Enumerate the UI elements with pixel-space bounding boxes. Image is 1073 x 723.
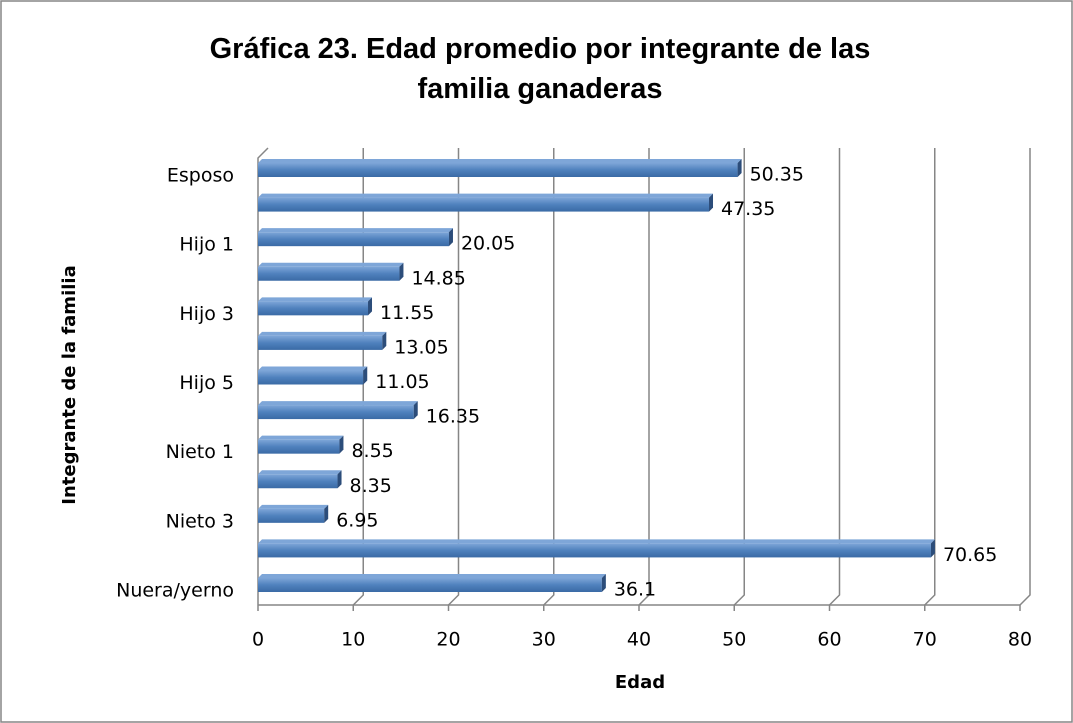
x-tick-label: 20 xyxy=(436,629,460,651)
bar xyxy=(258,266,400,281)
x-tick-label: 70 xyxy=(913,629,937,651)
bar xyxy=(258,197,710,212)
y-tick-label: Nuera/yerno xyxy=(116,580,234,602)
chart-title: Gráfica 23. Edad promedio por integrante… xyxy=(210,33,871,105)
bar-side xyxy=(601,574,606,592)
bar xyxy=(258,578,602,592)
value-label: 47.35 xyxy=(721,198,775,220)
y-tick-label: Esposo xyxy=(167,165,234,187)
y-tick-label: Hijo 3 xyxy=(179,303,234,325)
x-tick-label: 60 xyxy=(817,629,841,651)
bar-top xyxy=(258,574,606,578)
bar-top xyxy=(258,504,329,509)
bar-top xyxy=(258,401,418,406)
bar-side xyxy=(368,297,373,316)
bar-top xyxy=(258,193,714,198)
value-label: 11.05 xyxy=(375,371,429,393)
x-tick-label: 80 xyxy=(1008,629,1032,651)
bar xyxy=(258,163,738,177)
grid-line xyxy=(352,148,364,606)
bar-top xyxy=(258,539,935,544)
bar-side xyxy=(339,435,344,454)
y-tick-label: Hijo 5 xyxy=(179,372,234,394)
back-wall xyxy=(257,147,269,605)
y-axis-title: Integrante de la familia xyxy=(59,265,80,504)
value-label: 16.35 xyxy=(426,406,480,428)
bar-top xyxy=(258,159,742,163)
x-tick-label: 0 xyxy=(252,629,264,651)
grid-line xyxy=(447,148,460,606)
value-label: 14.85 xyxy=(411,267,465,289)
bar-top xyxy=(258,470,342,475)
grid-line xyxy=(733,148,745,606)
bar-top xyxy=(258,435,344,440)
x-tick-label: 50 xyxy=(722,629,746,651)
grid-line xyxy=(828,148,841,606)
bar xyxy=(258,405,414,420)
y-tick-label: Hijo 1 xyxy=(179,234,234,256)
bar xyxy=(258,301,369,316)
bar-side xyxy=(337,470,342,489)
bar-side xyxy=(382,331,387,350)
bar-side xyxy=(709,193,714,212)
x-tick-label: 30 xyxy=(532,629,556,651)
value-label: 11.55 xyxy=(380,302,434,324)
x-axis-title: Edad xyxy=(615,672,665,693)
grid-line xyxy=(543,148,555,606)
bar-side xyxy=(737,159,742,177)
bar-side xyxy=(448,228,453,247)
bar-side xyxy=(363,366,368,385)
value-label: 6.95 xyxy=(336,509,378,531)
bar xyxy=(258,370,364,385)
bar xyxy=(258,474,338,489)
bar xyxy=(258,439,340,454)
bar-side xyxy=(930,539,935,558)
bar xyxy=(258,543,931,558)
y-tick-label: Nieto 1 xyxy=(166,441,234,463)
x-tick-label: 40 xyxy=(627,629,651,651)
value-label: 8.35 xyxy=(350,475,392,497)
value-label: 8.55 xyxy=(351,440,393,462)
bar xyxy=(258,335,383,350)
grid-line xyxy=(1019,148,1031,606)
value-label: 36.1 xyxy=(614,579,656,601)
bar-top xyxy=(258,228,453,233)
bar-top xyxy=(258,297,373,302)
y-tick-label: Nieto 3 xyxy=(166,510,234,532)
value-label: 20.05 xyxy=(461,233,515,255)
grid-line xyxy=(924,148,936,606)
bar xyxy=(258,232,449,247)
bar-top xyxy=(258,262,404,267)
x-tick-label: 10 xyxy=(341,629,365,651)
value-label: 50.35 xyxy=(750,164,804,186)
bar xyxy=(258,508,325,523)
grid-line xyxy=(638,148,650,606)
bar-top xyxy=(258,331,387,336)
bar-side xyxy=(399,262,404,281)
value-label: 70.65 xyxy=(943,544,997,566)
bar-side xyxy=(324,504,329,523)
bar-top xyxy=(258,366,368,371)
bar-side xyxy=(413,401,418,420)
value-label: 13.05 xyxy=(394,336,448,358)
